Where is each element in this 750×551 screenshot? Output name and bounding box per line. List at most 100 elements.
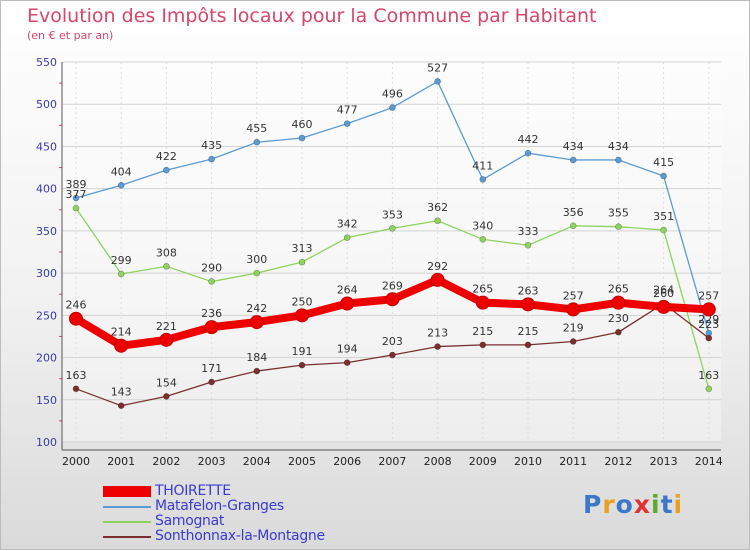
data-label-thoirette: 265 bbox=[608, 283, 629, 296]
x-tick-label: 2001 bbox=[107, 455, 135, 468]
x-tick-label: 2009 bbox=[469, 455, 497, 468]
data-point-sonthonnax-la-montagne bbox=[479, 341, 487, 349]
data-point-thoirette bbox=[69, 311, 83, 326]
data-point-samognat bbox=[389, 225, 396, 232]
data-point-samognat bbox=[615, 223, 622, 230]
data-label-matafelon-granges: 460 bbox=[292, 118, 313, 131]
data-point-thoirette bbox=[701, 302, 716, 317]
data-label-thoirette: 221 bbox=[156, 320, 177, 333]
y-tick-label: 350 bbox=[36, 225, 57, 238]
data-label-sonthonnax-la-montagne: 171 bbox=[201, 362, 222, 375]
data-point-thoirette bbox=[611, 295, 626, 310]
y-tick-label: 550 bbox=[36, 56, 57, 69]
x-tick-label: 2006 bbox=[333, 455, 361, 468]
data-label-samognat: 299 bbox=[111, 254, 132, 267]
data-label-matafelon-granges: 389 bbox=[66, 178, 87, 191]
data-label-matafelon-granges: 434 bbox=[608, 140, 629, 153]
data-label-matafelon-granges: 435 bbox=[201, 139, 222, 152]
data-label-sonthonnax-la-montagne: 213 bbox=[427, 327, 448, 340]
y-tick-label: 250 bbox=[36, 309, 57, 322]
data-point-samognat bbox=[298, 258, 306, 266]
data-point-matafelon-granges bbox=[434, 78, 441, 85]
data-label-thoirette: 257 bbox=[698, 289, 719, 302]
legend-label-samognat: Samognat bbox=[155, 513, 225, 529]
data-point-thoirette bbox=[204, 320, 219, 335]
x-tick-label: 2012 bbox=[604, 455, 632, 468]
data-label-samognat: 163 bbox=[698, 369, 719, 382]
data-point-matafelon-granges bbox=[660, 172, 667, 180]
data-point-matafelon-granges bbox=[615, 156, 622, 164]
data-label-matafelon-granges: 434 bbox=[563, 140, 584, 153]
y-tick-label: 200 bbox=[36, 352, 57, 365]
data-point-sonthonnax-la-montagne bbox=[72, 385, 80, 393]
data-label-sonthonnax-la-montagne: 194 bbox=[337, 343, 358, 356]
data-point-samognat bbox=[479, 236, 487, 243]
data-point-sonthonnax-la-montagne bbox=[434, 343, 441, 350]
data-point-thoirette bbox=[656, 299, 671, 314]
data-point-matafelon-granges bbox=[208, 155, 215, 163]
data-label-thoirette: 236 bbox=[201, 307, 222, 320]
x-tick-label: 2008 bbox=[424, 455, 452, 468]
data-label-sonthonnax-la-montagne: 203 bbox=[382, 335, 403, 348]
legend-swatch-samognat bbox=[103, 521, 151, 523]
data-point-thoirette bbox=[159, 332, 174, 347]
data-point-matafelon-granges bbox=[298, 134, 306, 142]
data-point-samognat bbox=[72, 204, 80, 212]
x-tick-label: 2011 bbox=[559, 455, 587, 468]
data-label-samognat: 333 bbox=[518, 225, 539, 238]
data-label-samognat: 342 bbox=[337, 218, 358, 231]
x-tick-label: 2013 bbox=[650, 455, 678, 468]
data-point-thoirette bbox=[295, 308, 309, 323]
data-label-samognat: 377 bbox=[66, 188, 87, 201]
data-point-matafelon-granges bbox=[479, 176, 487, 183]
data-point-matafelon-granges bbox=[569, 156, 577, 164]
y-tick-label: 100 bbox=[36, 436, 57, 449]
data-point-matafelon-granges bbox=[117, 181, 125, 189]
data-label-sonthonnax-la-montagne: 191 bbox=[292, 345, 313, 358]
data-label-sonthonnax-la-montagne: 184 bbox=[246, 351, 267, 364]
data-label-samognat: 356 bbox=[563, 206, 584, 219]
y-tick-label: 150 bbox=[36, 394, 57, 407]
data-label-thoirette: 260 bbox=[653, 287, 674, 300]
data-label-matafelon-granges: 496 bbox=[382, 88, 403, 101]
y-tick-label: 500 bbox=[36, 98, 57, 111]
data-label-matafelon-granges: 404 bbox=[111, 165, 132, 178]
data-label-sonthonnax-la-montagne: 215 bbox=[472, 325, 493, 338]
data-label-sonthonnax-la-montagne: 264 bbox=[653, 284, 674, 297]
data-point-samognat bbox=[569, 222, 577, 230]
data-point-thoirette bbox=[114, 338, 129, 353]
data-label-sonthonnax-la-montagne: 223 bbox=[698, 318, 719, 331]
data-label-matafelon-granges: 527 bbox=[427, 61, 448, 74]
data-label-samognat: 340 bbox=[472, 219, 493, 232]
data-point-sonthonnax-la-montagne bbox=[298, 361, 306, 369]
data-label-matafelon-granges: 442 bbox=[518, 133, 539, 146]
data-label-sonthonnax-la-montagne: 154 bbox=[156, 376, 177, 389]
x-tick-label: 2010 bbox=[514, 455, 542, 468]
y-tick-label: 300 bbox=[36, 267, 57, 280]
legend-swatch-matafelon bbox=[103, 506, 151, 508]
data-label-matafelon-granges: 477 bbox=[337, 104, 358, 117]
data-point-matafelon-granges bbox=[253, 138, 261, 146]
data-point-thoirette bbox=[566, 302, 581, 317]
data-label-sonthonnax-la-montagne: 143 bbox=[111, 386, 132, 399]
legend-label-matafelon: Matafelon-Granges bbox=[155, 498, 284, 514]
data-label-sonthonnax-la-montagne: 219 bbox=[563, 322, 584, 335]
data-point-samognat bbox=[343, 234, 351, 241]
data-label-thoirette: 263 bbox=[518, 284, 539, 297]
y-tick-label: 400 bbox=[36, 183, 57, 196]
plot-area bbox=[62, 62, 721, 442]
data-label-thoirette: 269 bbox=[382, 279, 403, 292]
x-tick-label: 2002 bbox=[152, 455, 180, 468]
data-label-thoirette: 250 bbox=[292, 295, 313, 308]
data-point-matafelon-granges bbox=[343, 120, 351, 127]
data-label-sonthonnax-la-montagne: 230 bbox=[608, 312, 629, 325]
proxiti-logo: Proxiti bbox=[583, 490, 684, 519]
data-label-thoirette: 292 bbox=[427, 260, 448, 273]
data-label-sonthonnax-la-montagne: 163 bbox=[66, 369, 87, 382]
data-label-thoirette: 264 bbox=[337, 284, 358, 297]
x-tick-label: 2005 bbox=[288, 455, 316, 468]
data-point-samognat bbox=[705, 385, 713, 393]
data-label-samognat: 362 bbox=[427, 201, 448, 214]
